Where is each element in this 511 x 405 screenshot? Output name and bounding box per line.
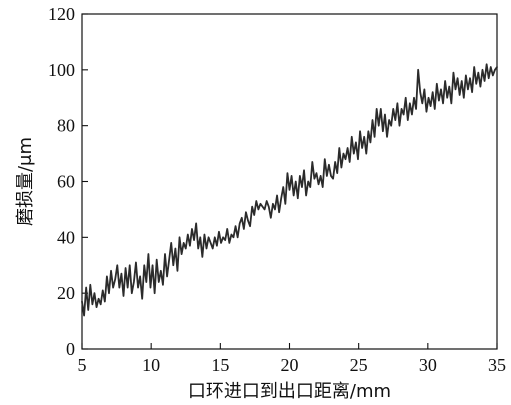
x-tick-label: 5 xyxy=(78,355,87,375)
tick-labels: 5 10 15 20 25 30 35 0 20 40 60 80 100 120 xyxy=(48,4,506,375)
y-tick-label: 40 xyxy=(57,227,75,247)
y-tick-label: 120 xyxy=(48,4,75,24)
wear-series-line xyxy=(81,63,498,317)
x-tick-label: 25 xyxy=(350,355,368,375)
x-axis-label: 口环进口到出口距离/mm xyxy=(188,381,391,402)
y-tick-label: 100 xyxy=(48,60,75,80)
x-tick-label: 30 xyxy=(419,355,437,375)
y-tick-label: 80 xyxy=(57,116,75,136)
x-tick-label: 35 xyxy=(488,355,506,375)
y-tick-label: 0 xyxy=(66,339,75,359)
x-tick-label: 20 xyxy=(281,355,299,375)
y-tick-label: 20 xyxy=(57,283,75,303)
y-axis-label: 磨损量/μm xyxy=(15,137,36,226)
x-tick-label: 10 xyxy=(142,355,160,375)
x-tick-label: 15 xyxy=(211,355,229,375)
y-tick-label: 60 xyxy=(57,172,75,192)
